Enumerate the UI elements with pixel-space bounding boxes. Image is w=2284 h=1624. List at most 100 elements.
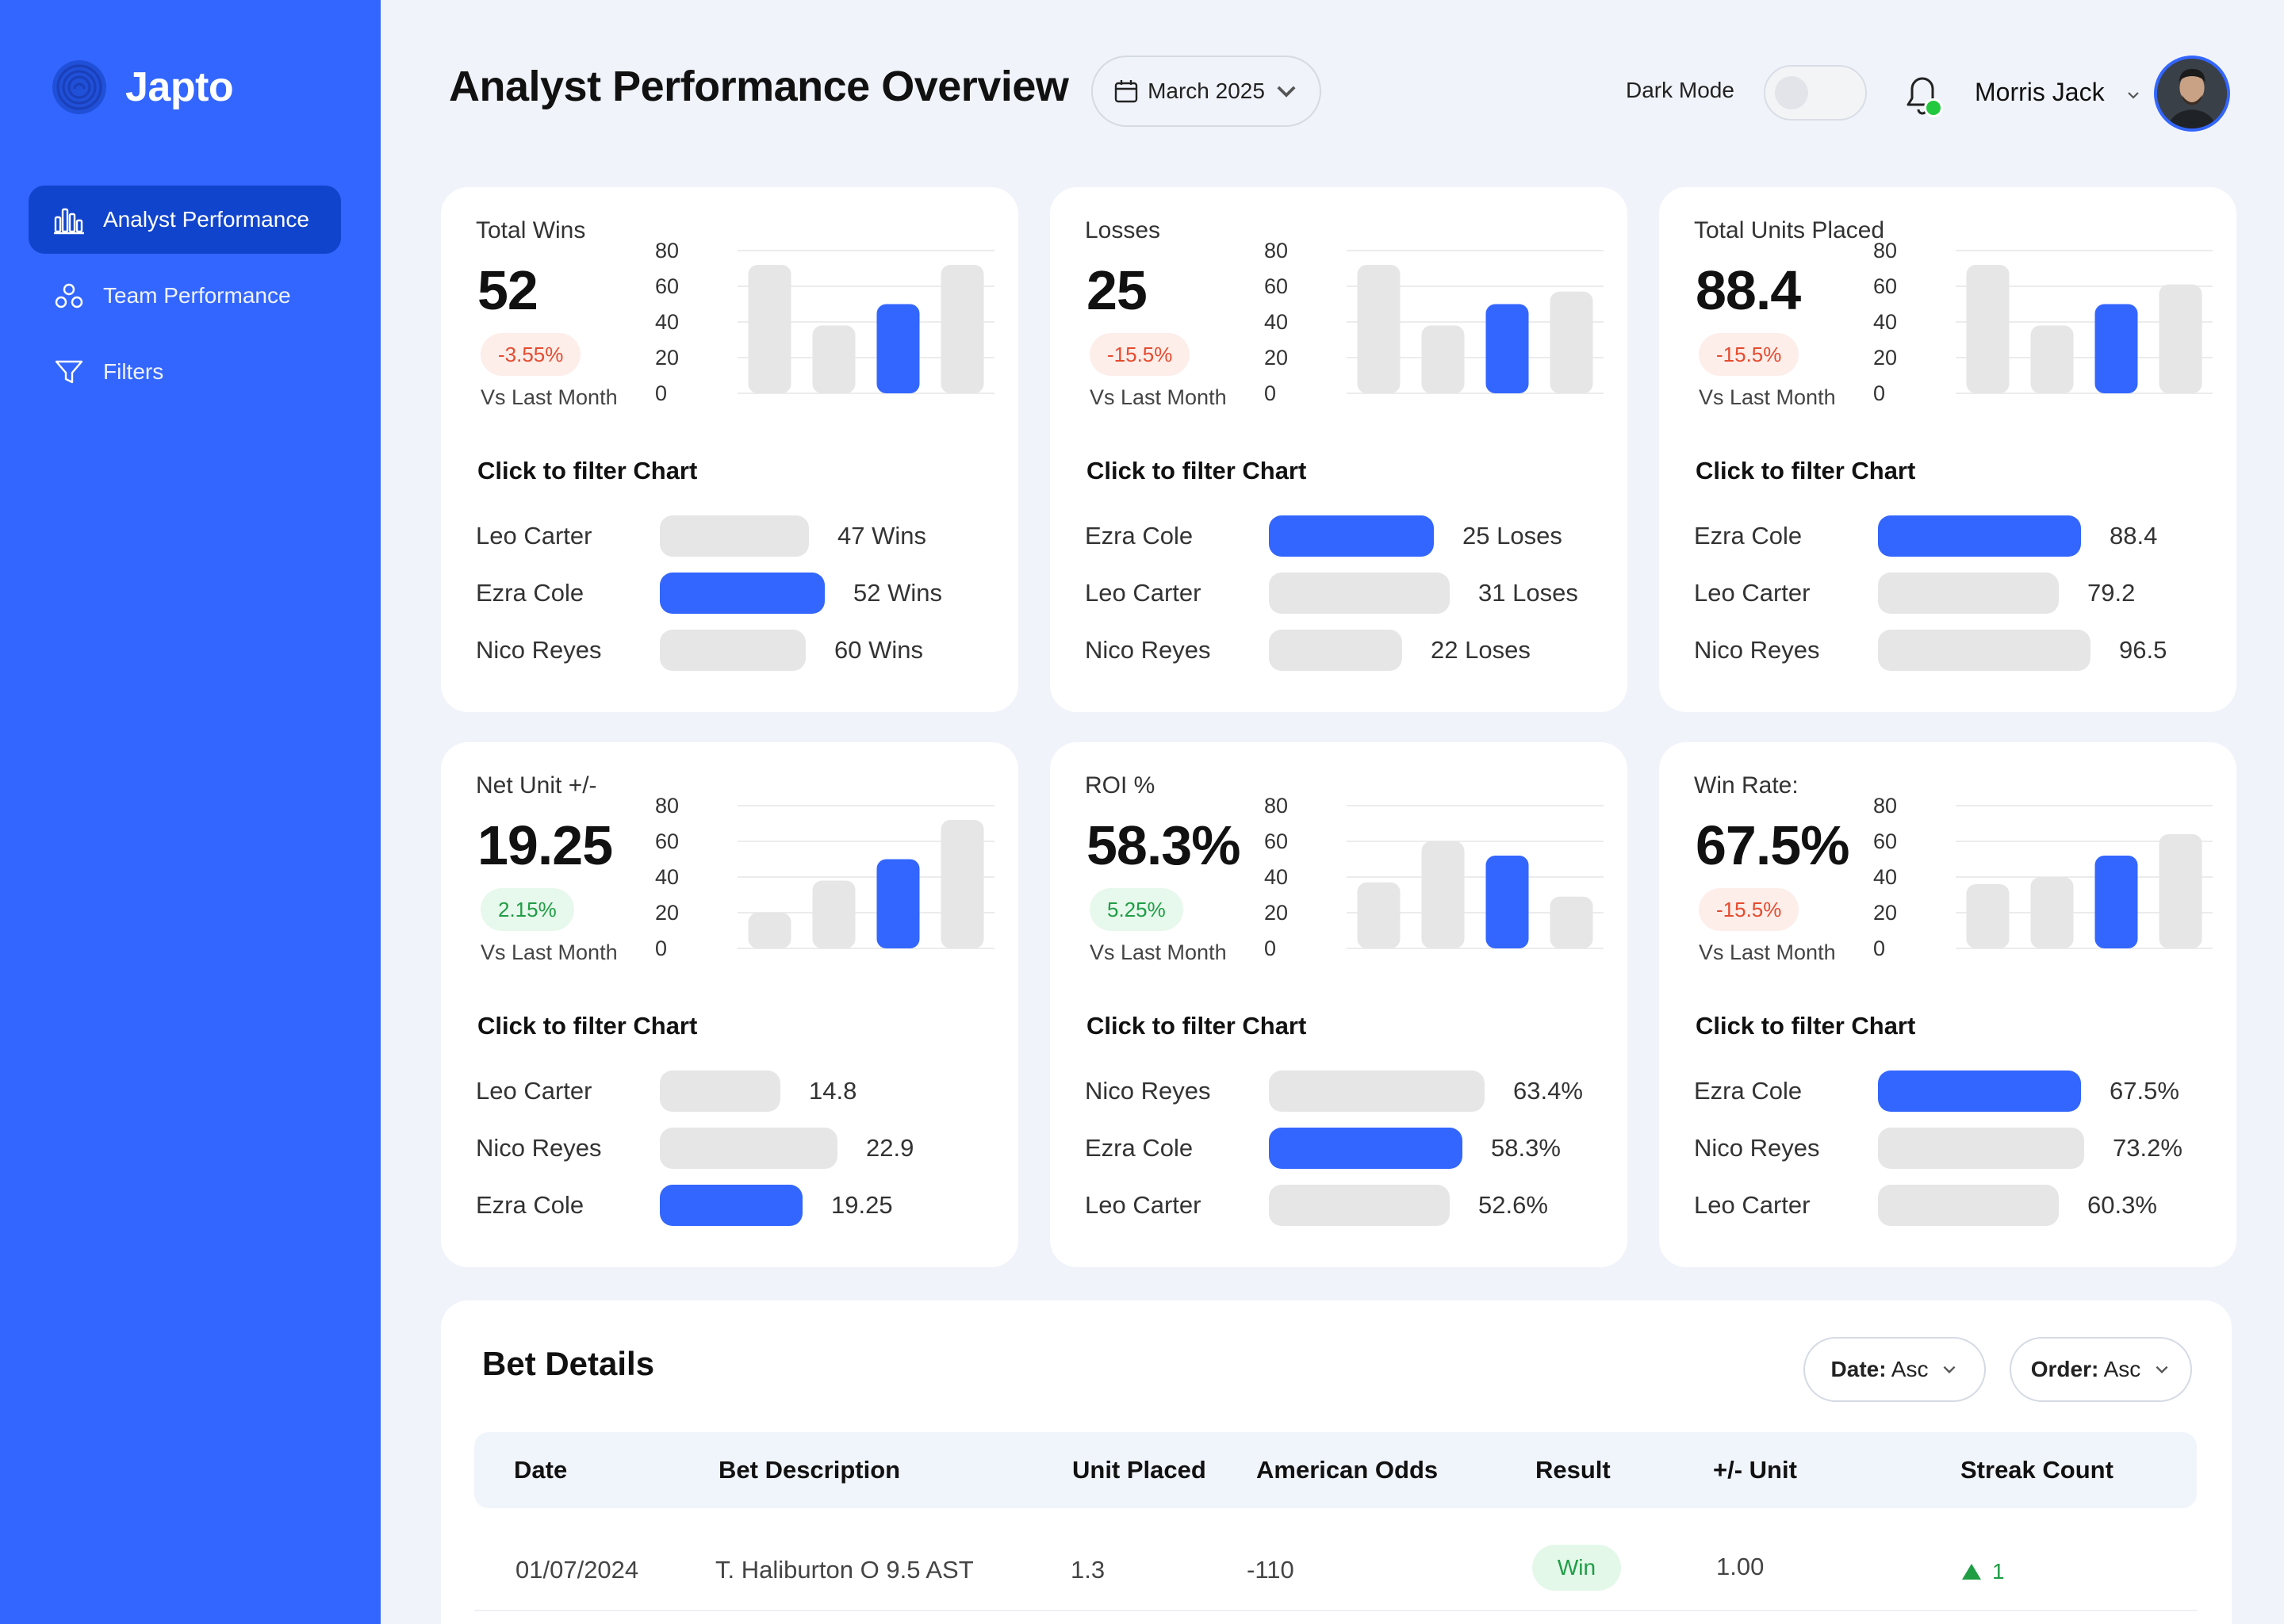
analyst-row-nico-reyes[interactable]: Nico Reyes 63.4% <box>1085 1069 1608 1113</box>
analyst-row-nico-reyes[interactable]: Nico Reyes 22.9 <box>476 1126 999 1170</box>
chart-bar[interactable] <box>1421 841 1465 948</box>
chart-bar[interactable] <box>941 820 984 948</box>
analyst-row-leo-carter[interactable]: Leo Carter 47 Wins <box>476 514 999 558</box>
chart-bar[interactable] <box>1357 882 1401 948</box>
chart-bar[interactable] <box>1550 896 1593 948</box>
column-header-odds[interactable]: American Odds <box>1256 1456 1439 1484</box>
chart-bar[interactable] <box>2159 834 2202 948</box>
filter-chart-title[interactable]: Click to filter Chart <box>1696 457 1916 485</box>
analyst-bar[interactable] <box>1878 515 2081 557</box>
analyst-bar[interactable] <box>1269 1185 1450 1226</box>
filter-chart-title[interactable]: Click to filter Chart <box>1696 1012 1916 1040</box>
analyst-row-nico-reyes[interactable]: Nico Reyes 96.5 <box>1694 628 2217 672</box>
chart-bar[interactable] <box>2094 856 2138 948</box>
analyst-bar[interactable] <box>1878 1071 2081 1112</box>
chart-bar[interactable] <box>1966 265 2010 393</box>
chevron-down-icon[interactable] <box>2125 87 2141 103</box>
analyst-bar[interactable] <box>660 573 825 614</box>
y-tick-label: 60 <box>1873 829 1897 853</box>
column-header-date[interactable]: Date <box>514 1456 568 1484</box>
mini-bar-chart[interactable]: 80 60 40 20 0 <box>1264 790 1613 972</box>
date-picker[interactable]: March 2025 <box>1091 56 1321 127</box>
analyst-row-leo-carter[interactable]: Leo Carter 60.3% <box>1694 1183 2217 1228</box>
sidebar-item-analyst-performance[interactable]: Analyst Performance <box>29 186 341 254</box>
chart-bar[interactable] <box>1485 304 1529 394</box>
chart-bar[interactable] <box>1485 856 1529 948</box>
chart-bar[interactable] <box>2159 284 2202 393</box>
analyst-row-nico-reyes[interactable]: Nico Reyes 73.2% <box>1694 1126 2217 1170</box>
analyst-bar[interactable] <box>1269 1128 1462 1169</box>
bar-chart-icon <box>54 208 84 235</box>
analyst-bar[interactable] <box>1269 573 1450 614</box>
chart-bar[interactable] <box>1421 325 1465 394</box>
sidebar-item-team-performance[interactable]: Team Performance <box>29 262 341 330</box>
analyst-bar[interactable] <box>660 1128 837 1169</box>
cell-date: 01/07/2024 <box>515 1556 639 1584</box>
change-badge: -15.5% <box>1699 333 1799 376</box>
column-header-units[interactable]: Unit Placed <box>1072 1456 1206 1484</box>
chart-bar[interactable] <box>2030 325 2074 394</box>
analyst-bar[interactable] <box>1269 630 1402 671</box>
chart-bar[interactable] <box>876 859 920 949</box>
sort-date-dropdown[interactable]: Date: Asc <box>1803 1337 1986 1402</box>
analyst-bar[interactable] <box>660 630 806 671</box>
analyst-row-leo-carter[interactable]: Leo Carter 79.2 <box>1694 571 2217 615</box>
analyst-bar[interactable] <box>1878 1128 2084 1169</box>
chart-bar[interactable] <box>2030 877 2074 948</box>
chevron-down-icon <box>1944 1365 1956 1374</box>
analyst-row-ezra-cole[interactable]: Ezra Cole 52 Wins <box>476 571 999 615</box>
mini-bar-chart[interactable]: 80 60 40 20 0 <box>655 790 1004 972</box>
analyst-bar[interactable] <box>1269 515 1434 557</box>
chart-bar[interactable] <box>1357 265 1401 393</box>
result-badge: Win <box>1532 1545 1621 1591</box>
column-header-streak[interactable]: Streak Count <box>1960 1456 2113 1484</box>
mini-bar-chart[interactable]: 80 60 40 20 0 <box>1264 235 1613 417</box>
column-header-plus-minus[interactable]: +/- Unit <box>1713 1456 1797 1484</box>
analyst-bar[interactable] <box>660 1185 803 1226</box>
card-title: Win Rate: <box>1694 772 1799 799</box>
user-name[interactable]: Morris Jack <box>1975 78 2105 106</box>
analyst-row-ezra-cole[interactable]: Ezra Cole 19.25 <box>476 1183 999 1228</box>
filter-chart-title[interactable]: Click to filter Chart <box>477 457 698 485</box>
analyst-bar[interactable] <box>1878 1185 2059 1226</box>
chart-bar[interactable] <box>748 913 791 948</box>
analyst-row-nico-reyes[interactable]: Nico Reyes 60 Wins <box>476 628 999 672</box>
analyst-row-leo-carter[interactable]: Leo Carter 14.8 <box>476 1069 999 1113</box>
sort-order-dropdown[interactable]: Order: Asc <box>2010 1337 2192 1402</box>
analyst-row-ezra-cole[interactable]: Ezra Cole 67.5% <box>1694 1069 2217 1113</box>
chart-bar[interactable] <box>1966 884 2010 948</box>
analyst-row-nico-reyes[interactable]: Nico Reyes 22 Loses <box>1085 628 1608 672</box>
analyst-row-leo-carter[interactable]: Leo Carter 31 Loses <box>1085 571 1608 615</box>
analyst-row-leo-carter[interactable]: Leo Carter 52.6% <box>1085 1183 1608 1228</box>
triangle-up-icon <box>1962 1564 1981 1580</box>
mini-bar-chart[interactable]: 80 60 40 20 0 <box>655 235 1004 417</box>
sidebar-item-filters[interactable]: Filters <box>29 338 341 406</box>
analyst-value: 96.5 <box>2119 636 2167 664</box>
chart-bar[interactable] <box>876 304 920 394</box>
column-header-result[interactable]: Result <box>1535 1456 1611 1484</box>
chart-bar[interactable] <box>812 880 856 949</box>
mini-bar-chart[interactable]: 80 60 40 20 0 <box>1873 790 2222 972</box>
chart-bar[interactable] <box>2094 304 2138 394</box>
dark-mode-toggle[interactable] <box>1764 65 1867 121</box>
filter-chart-title[interactable]: Click to filter Chart <box>477 1012 698 1040</box>
analyst-bar[interactable] <box>1878 573 2059 614</box>
analyst-bar[interactable] <box>1269 1071 1485 1112</box>
analyst-row-ezra-cole[interactable]: Ezra Cole 88.4 <box>1694 514 2217 558</box>
analyst-row-ezra-cole[interactable]: Ezra Cole 25 Loses <box>1085 514 1608 558</box>
chart-bar[interactable] <box>748 265 791 393</box>
analyst-bar[interactable] <box>1878 630 2090 671</box>
chart-bar[interactable] <box>941 265 984 393</box>
chart-bar[interactable] <box>1550 291 1593 393</box>
analyst-name: Ezra Cole <box>1085 522 1194 550</box>
analyst-bar[interactable] <box>660 515 809 557</box>
avatar[interactable] <box>2154 56 2230 132</box>
analyst-row-ezra-cole[interactable]: Ezra Cole 58.3% <box>1085 1126 1608 1170</box>
brand[interactable]: Japto <box>51 59 234 116</box>
analyst-bar[interactable] <box>660 1071 780 1112</box>
filter-chart-title[interactable]: Click to filter Chart <box>1086 457 1307 485</box>
mini-bar-chart[interactable]: 80 60 40 20 0 <box>1873 235 2222 417</box>
chart-bar[interactable] <box>812 325 856 394</box>
filter-chart-title[interactable]: Click to filter Chart <box>1086 1012 1307 1040</box>
column-header-description[interactable]: Bet Description <box>719 1456 901 1484</box>
